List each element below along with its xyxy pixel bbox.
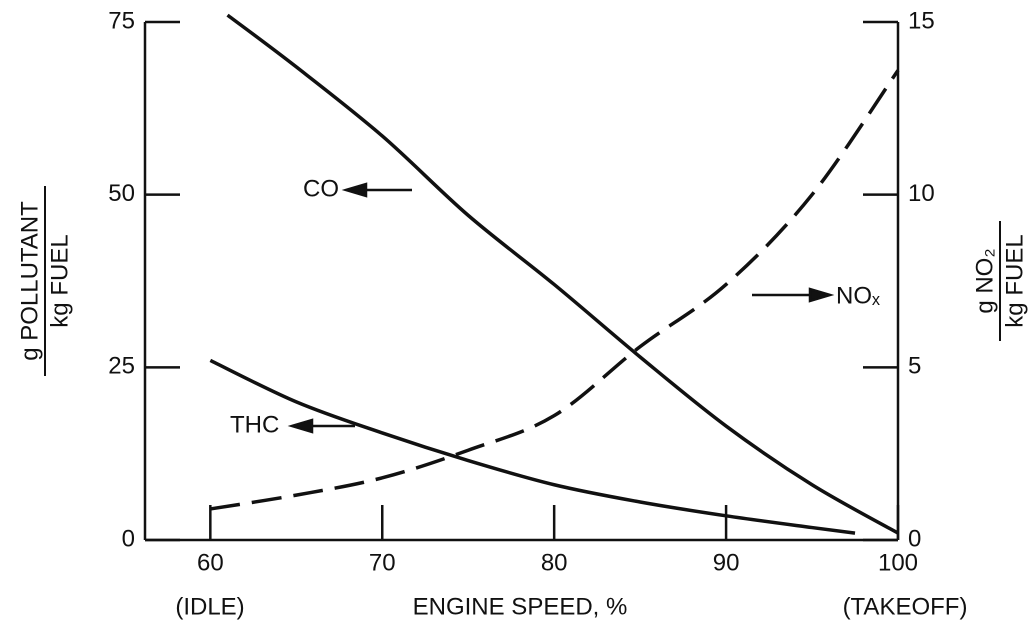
x-tick-label: 70 bbox=[369, 549, 396, 576]
x-tick-label: 100 bbox=[878, 549, 918, 576]
y-tick-label: 75 bbox=[108, 7, 135, 34]
x-axis-label: ENGINE SPEED, % bbox=[413, 593, 628, 620]
y2-tick-label: 0 bbox=[908, 525, 921, 552]
y-label-numerator: g POLLUTANT bbox=[16, 201, 43, 361]
series-line bbox=[209, 358, 856, 535]
series-label: NOₓ bbox=[836, 282, 880, 309]
y-axis-label: g POLLUTANT kg FUEL bbox=[16, 186, 73, 376]
x-tick-note: (TAKEOFF) bbox=[843, 593, 968, 620]
y-tick-label: 50 bbox=[108, 180, 135, 207]
x-tick-note: (IDLE) bbox=[175, 593, 244, 620]
y2-tick-label: 15 bbox=[908, 7, 935, 34]
y2-label-denominator: kg FUEL bbox=[1001, 234, 1028, 327]
series-label: CO bbox=[303, 175, 339, 202]
y-tick-label: 0 bbox=[122, 525, 135, 552]
x-tick-label: 80 bbox=[541, 549, 568, 576]
series-label: THC bbox=[230, 411, 279, 438]
x-tick-label: 60 bbox=[197, 549, 224, 576]
y2-axis-label: g NO₂ kg FUEL bbox=[971, 221, 1028, 341]
y-label-denominator: kg FUEL bbox=[46, 234, 73, 327]
y-tick-label: 25 bbox=[108, 353, 135, 380]
y2-label-numerator: g NO₂ bbox=[971, 248, 998, 313]
y2-tick-label: 10 bbox=[908, 180, 935, 207]
arrows bbox=[287, 182, 835, 434]
series-line bbox=[210, 69, 900, 511]
series-line bbox=[226, 13, 899, 535]
x-tick-label: 90 bbox=[713, 549, 740, 576]
y2-tick-label: 5 bbox=[908, 353, 921, 380]
